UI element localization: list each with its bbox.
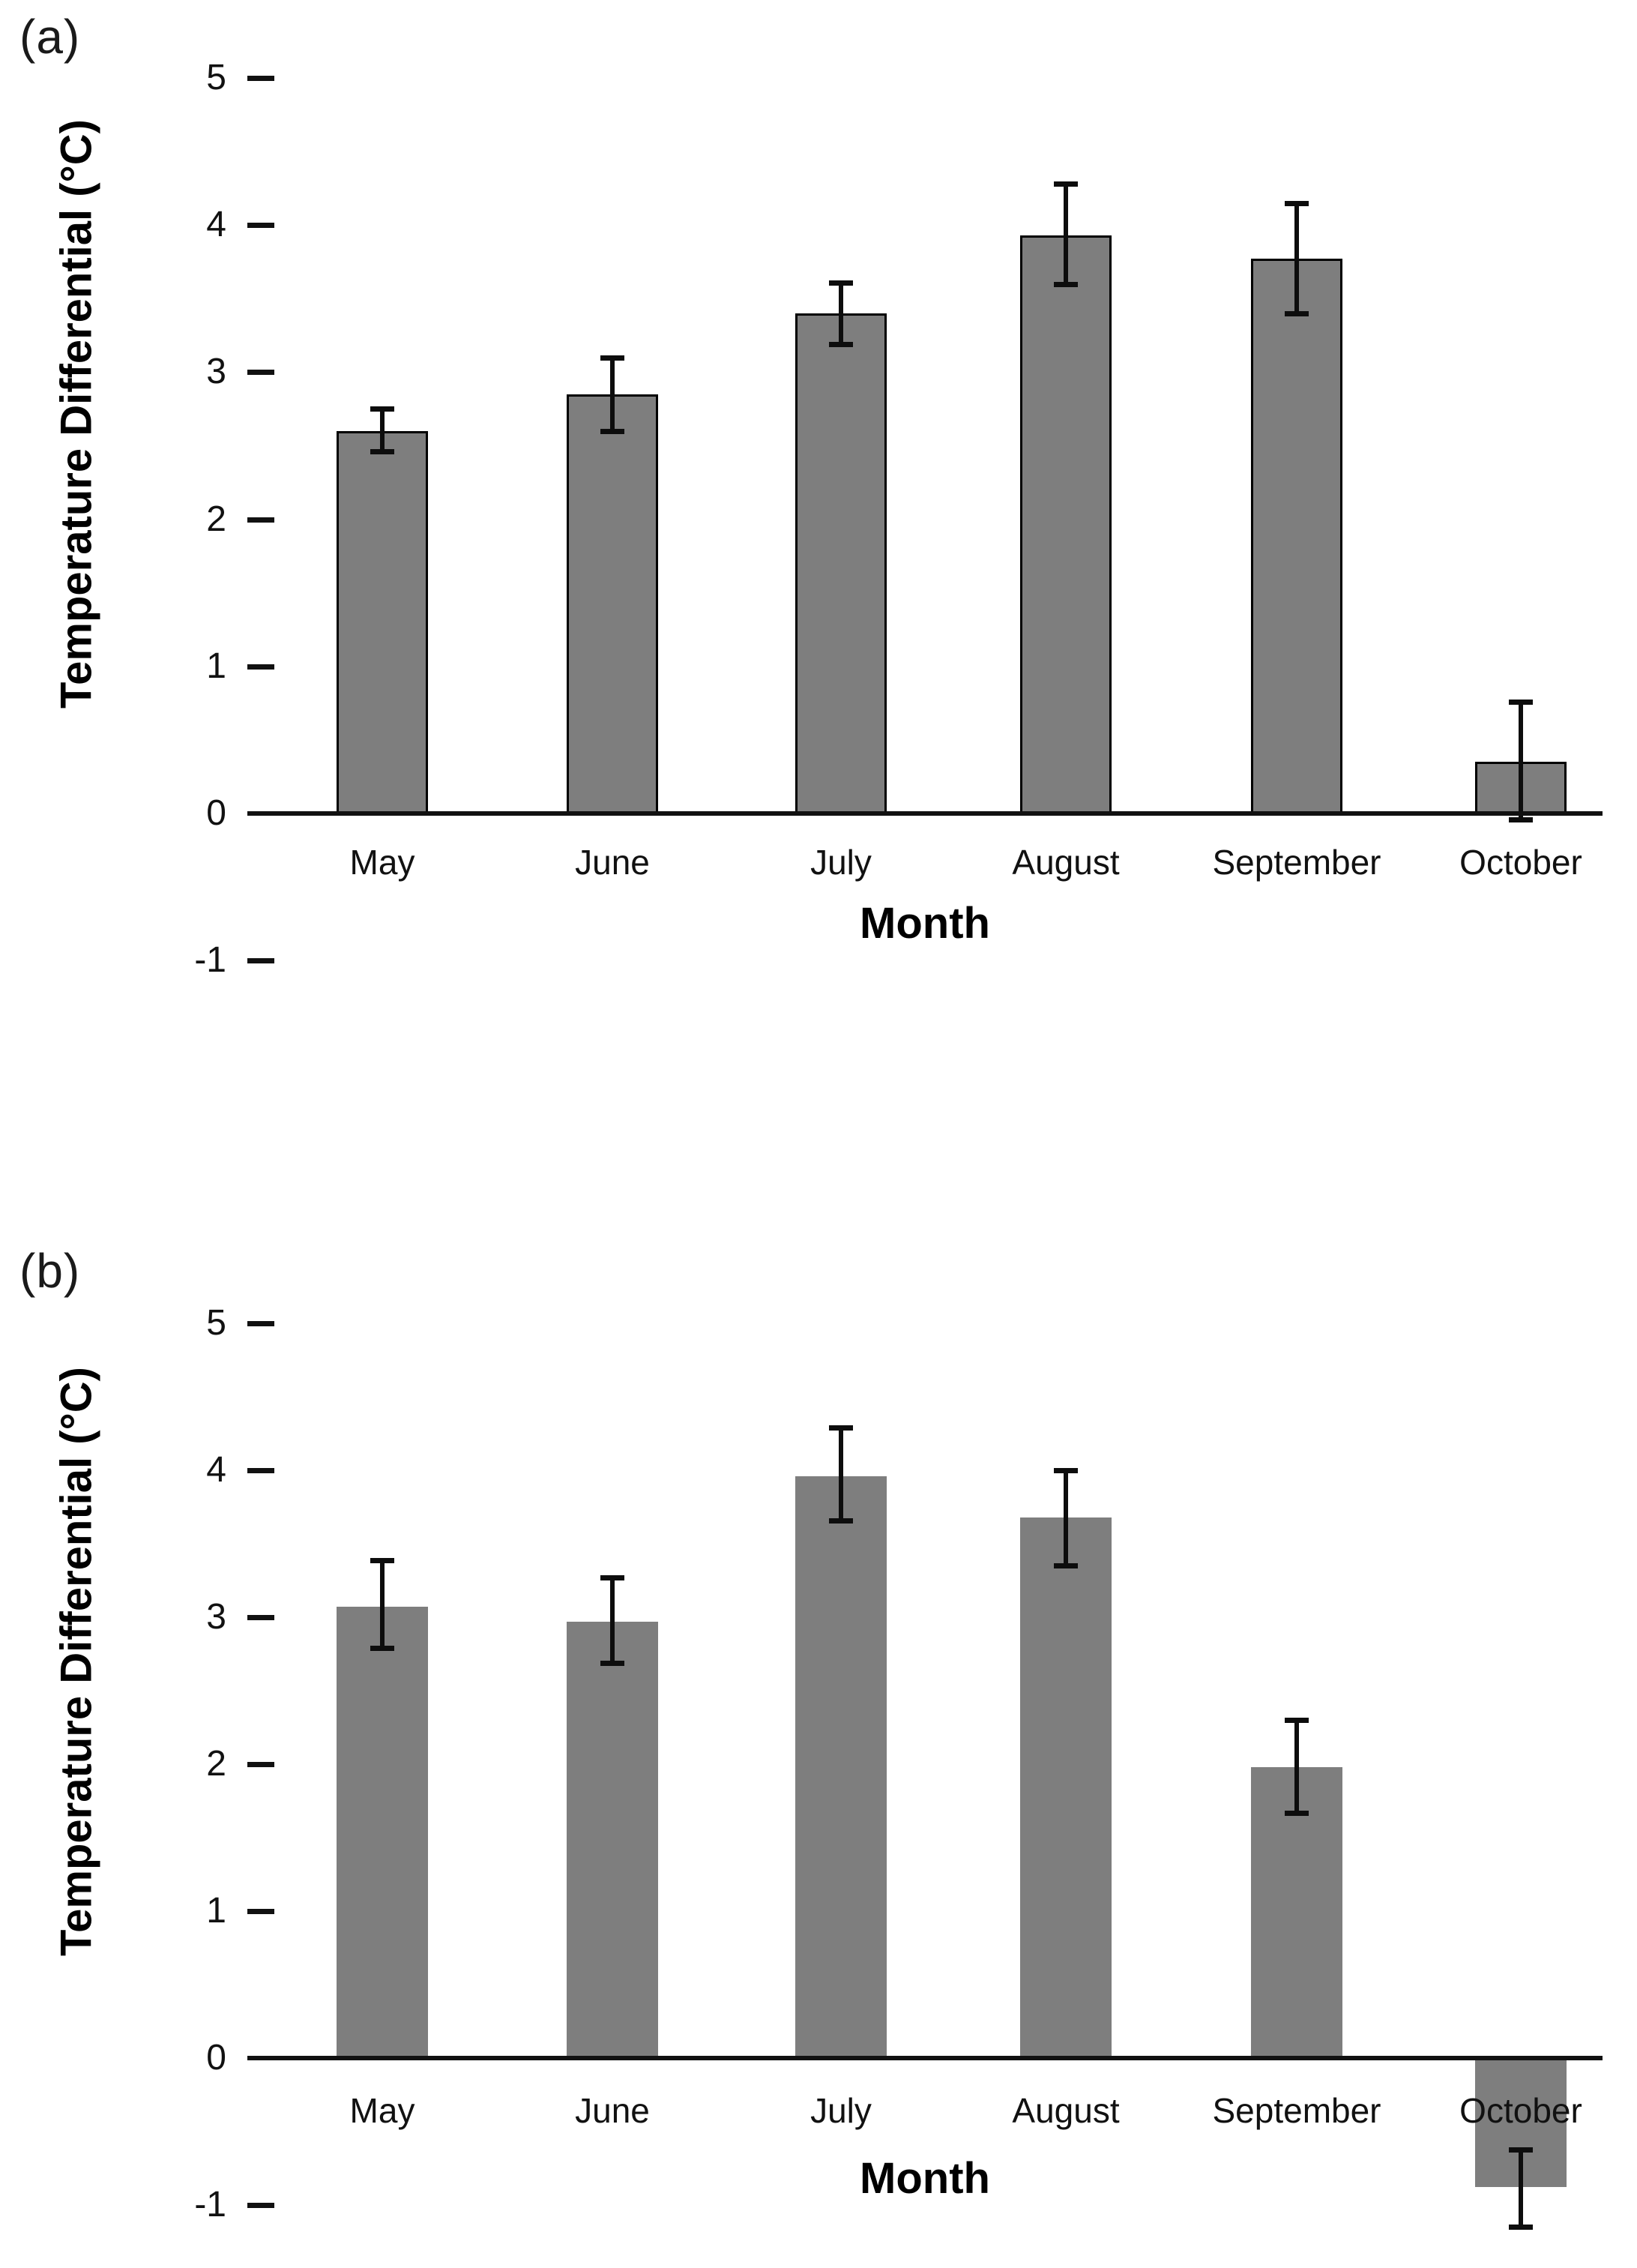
error-bar-october [1519, 2149, 1523, 2228]
y-tick-label: 5 [206, 1303, 226, 1343]
y-tick-mark [247, 1615, 274, 1620]
y-tick-label: -1 [194, 2185, 226, 2225]
x-axis-line [247, 811, 1603, 816]
x-tick-label-june: June [575, 2091, 650, 2130]
y-tick-mark [247, 664, 274, 670]
x-tick-label-october: October [1459, 843, 1582, 882]
y-tick-mark [247, 517, 274, 523]
error-cap-low [829, 342, 853, 348]
bar-june [567, 394, 658, 813]
error-cap-low [1509, 816, 1533, 822]
y-tick-label: 2 [206, 1744, 226, 1784]
y-tick-mark [247, 1762, 274, 1767]
x-tick-label-september: September [1212, 843, 1381, 882]
y-tick-label: 5 [206, 58, 226, 97]
y-tick-label: 1 [206, 1891, 226, 1931]
x-tick-label-september: September [1212, 2091, 1381, 2130]
error-cap-high [1054, 1468, 1078, 1473]
x-tick-label-october: October [1459, 2091, 1582, 2130]
y-tick-mark [247, 958, 274, 964]
error-cap-high [600, 1575, 624, 1581]
error-cap-high [370, 406, 394, 412]
y-tick-mark [247, 2203, 274, 2208]
x-tick-label-may: May [349, 2091, 415, 2130]
error-cap-low [600, 428, 624, 434]
error-bar-october [1519, 701, 1523, 819]
y-tick-label: 4 [206, 1450, 226, 1490]
x-tick-label-may: May [349, 843, 415, 882]
x-tick-label-june: June [575, 843, 650, 882]
x-axis-line [247, 2056, 1603, 2060]
panel-label-a: (a) [19, 10, 81, 64]
y-tick-label: 0 [206, 793, 226, 833]
y-tick-label: 3 [206, 1597, 226, 1637]
error-cap-low [829, 1517, 853, 1523]
bar-may [337, 1607, 428, 2058]
error-bar-june [610, 1577, 615, 1663]
y-tick-label: 4 [206, 205, 226, 245]
y-tick-label: -1 [194, 940, 226, 981]
error-cap-high [370, 1557, 394, 1563]
x-tick-label-july: July [810, 843, 872, 882]
bar-june [567, 1621, 658, 2058]
error-cap-high [1285, 1718, 1309, 1724]
error-bar-august [1064, 184, 1068, 284]
error-cap-high [1509, 699, 1533, 705]
bar-august [1020, 1517, 1112, 2058]
y-tick-mark [247, 1909, 274, 1914]
y-tick-mark [247, 223, 274, 229]
y-axis-title-a: Temperature Differential (°C) [52, 119, 101, 709]
error-bar-may [380, 1559, 385, 1649]
error-cap-high [600, 355, 624, 361]
y-tick-label: 3 [206, 352, 226, 392]
error-cap-low [1285, 1810, 1309, 1816]
x-axis-title-b: Month [860, 2154, 990, 2203]
error-cap-high [829, 280, 853, 286]
error-bar-june [610, 357, 615, 431]
error-cap-high [829, 1425, 853, 1431]
y-tick-mark [247, 1468, 274, 1473]
error-bar-may [380, 409, 385, 452]
y-tick-label: 1 [206, 646, 226, 686]
y-tick-mark [247, 370, 274, 376]
bar-may [337, 430, 428, 813]
x-tick-label-august: August [1012, 2091, 1120, 2130]
error-bar-september [1294, 202, 1299, 313]
error-bar-july [839, 282, 843, 345]
bar-september [1251, 259, 1342, 813]
bar-july [795, 1476, 887, 2058]
y-tick-label: 0 [206, 2038, 226, 2078]
y-tick-mark [247, 76, 274, 81]
error-bar-july [839, 1428, 843, 1520]
x-tick-label-august: August [1012, 843, 1120, 882]
panel-label-b: (b) [19, 1244, 81, 1298]
error-cap-low [600, 1660, 624, 1666]
error-cap-low [1509, 2225, 1533, 2231]
bar-july [795, 313, 887, 813]
error-cap-high [1054, 181, 1078, 187]
error-cap-high [1509, 2147, 1533, 2153]
error-cap-low [1285, 310, 1309, 316]
y-axis-title-b: Temperature Differential (°C) [52, 1367, 101, 1956]
error-cap-low [370, 449, 394, 455]
error-bar-september [1294, 1720, 1299, 1813]
bar-august [1020, 235, 1112, 813]
y-tick-label: 2 [206, 499, 226, 539]
y-tick-mark [247, 1321, 274, 1326]
x-tick-label-july: July [810, 2091, 872, 2130]
error-bar-august [1064, 1470, 1068, 1566]
error-cap-low [1054, 1563, 1078, 1569]
error-cap-low [1054, 281, 1078, 287]
error-cap-high [1285, 200, 1309, 206]
x-axis-title-a: Month [860, 899, 990, 948]
error-cap-low [370, 1646, 394, 1652]
